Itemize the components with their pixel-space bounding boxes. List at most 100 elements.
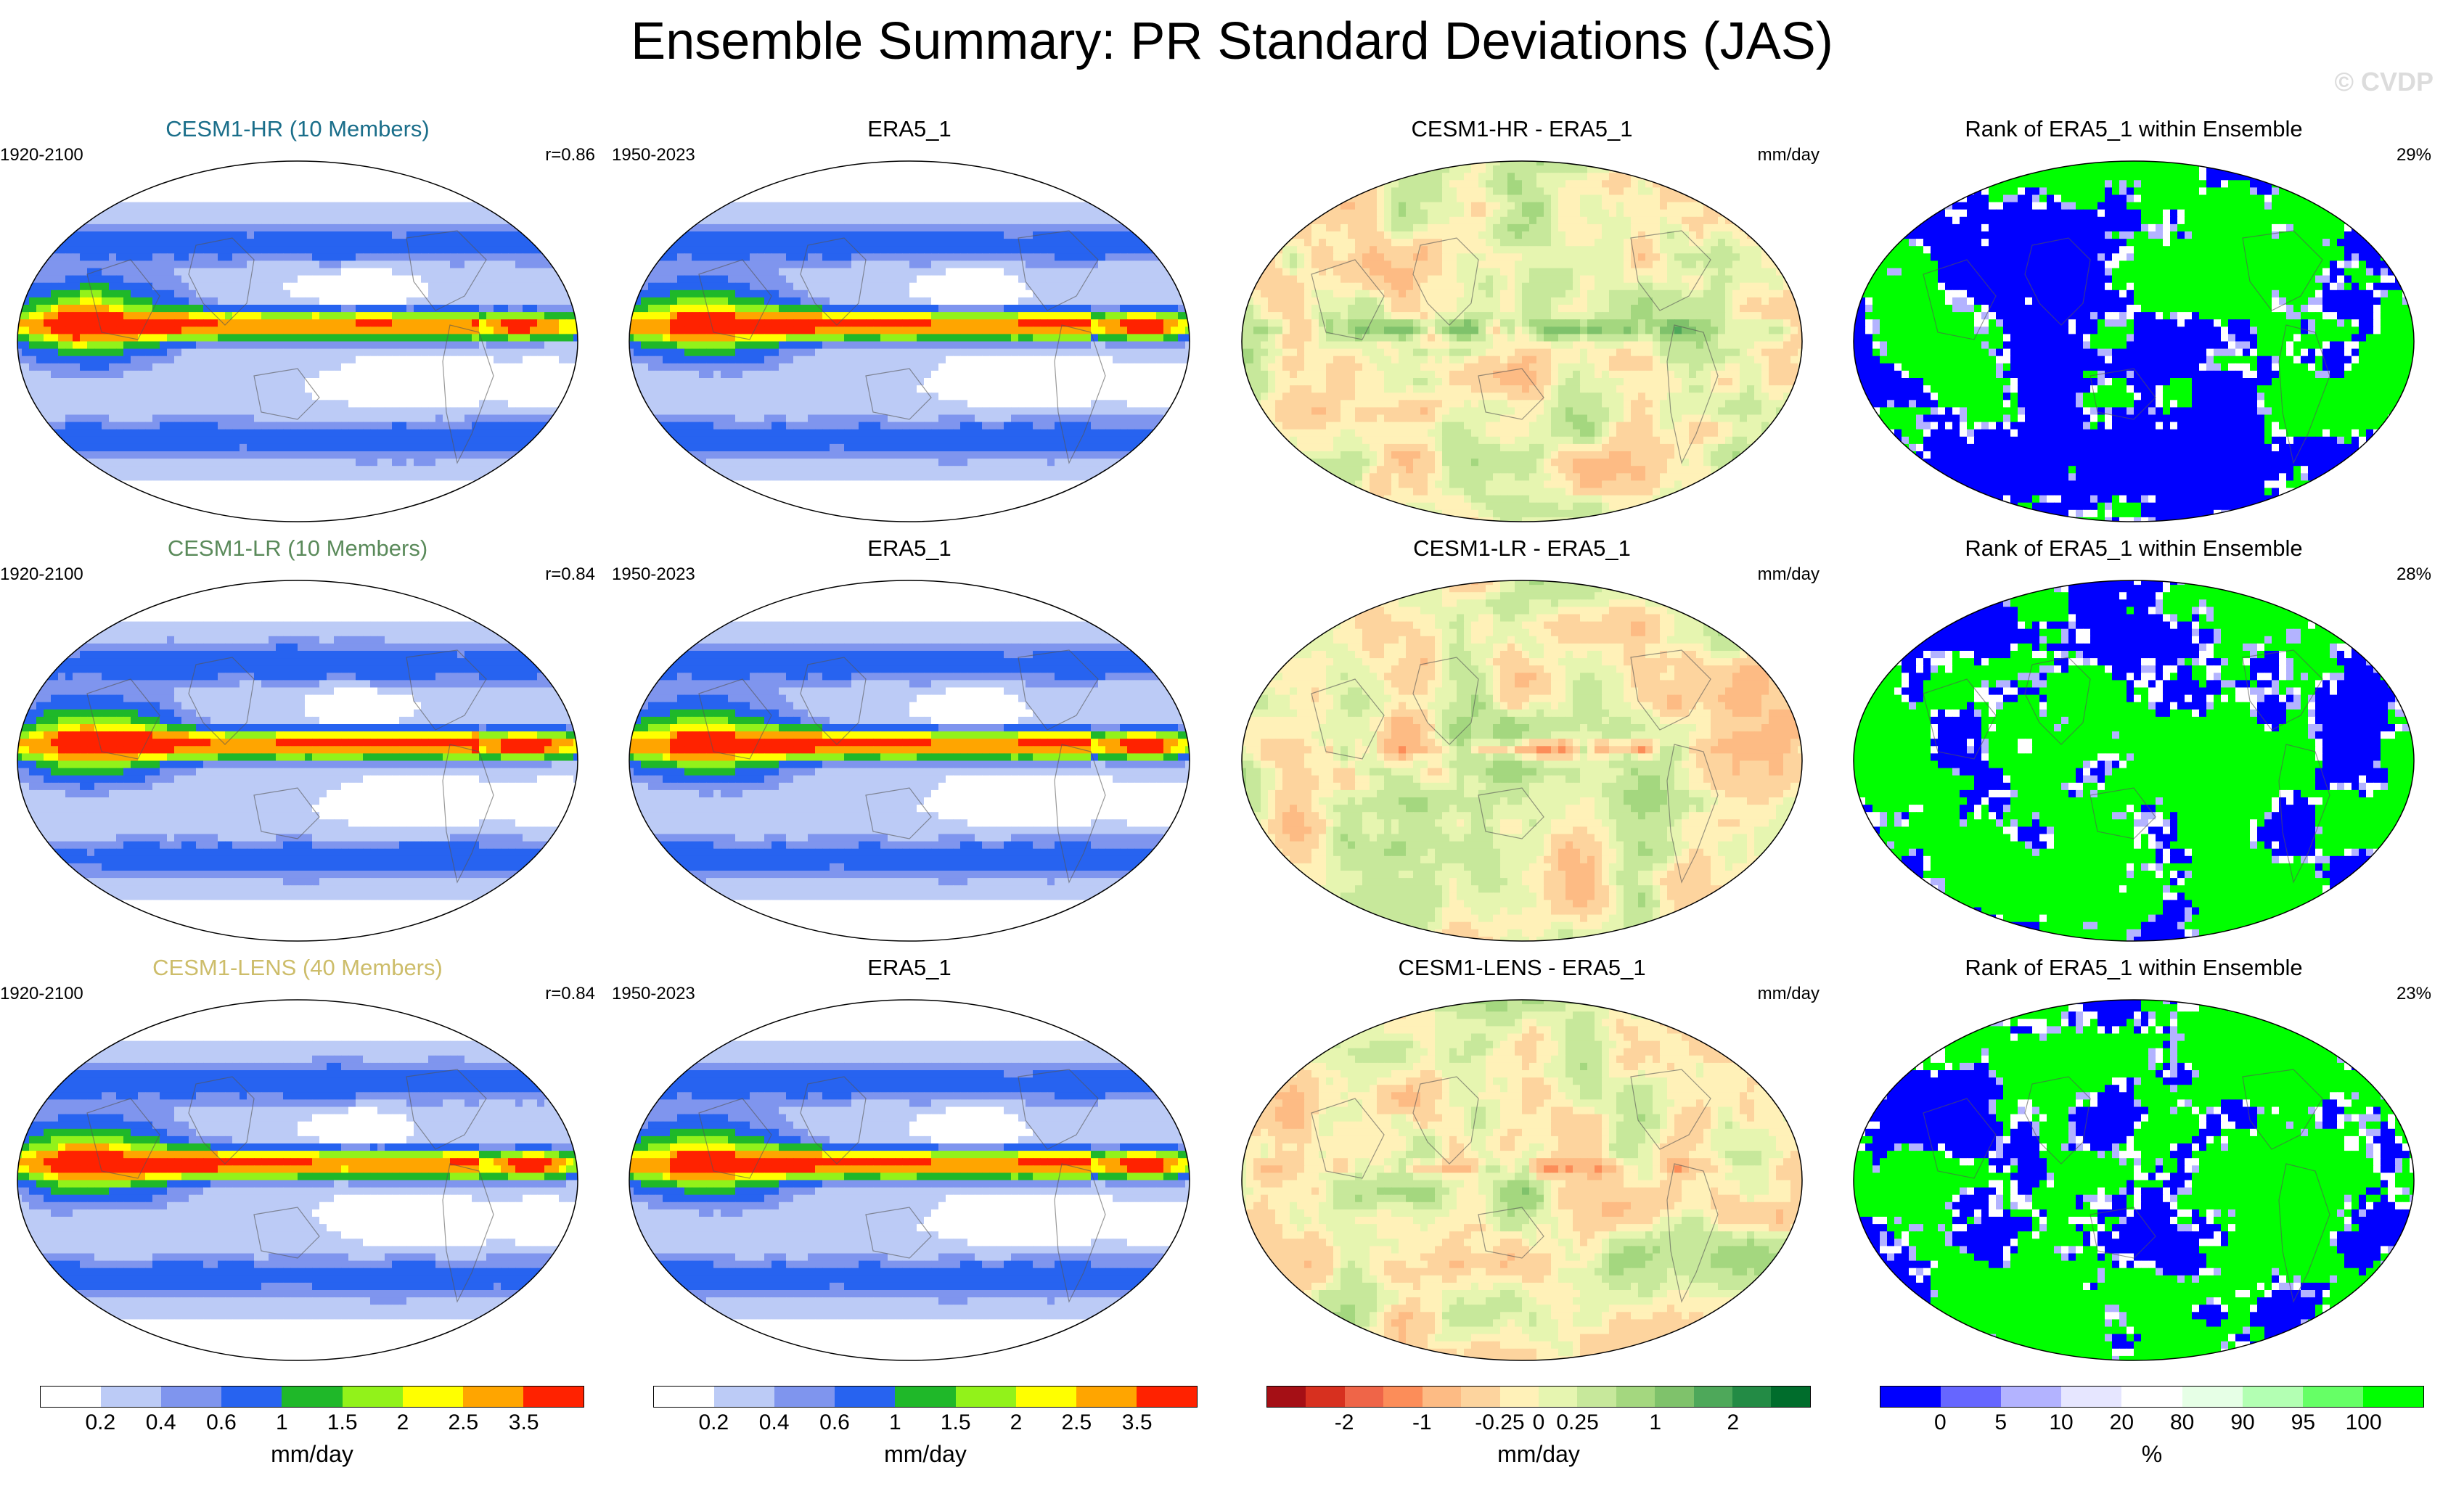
grid-cell (174, 289, 182, 298)
grid-cell (515, 509, 523, 518)
grid-cell (44, 173, 52, 181)
grid-cell (123, 334, 131, 342)
grid-cell (508, 180, 516, 188)
grid-cell (94, 326, 102, 334)
grid-cell (713, 173, 721, 181)
grid-cell (634, 216, 642, 225)
grid-cell (537, 502, 545, 511)
grid-cell (189, 400, 197, 408)
grid-cell (51, 378, 59, 386)
grid-cell (116, 378, 124, 386)
grid-cell (269, 509, 277, 518)
grid-cell (116, 363, 124, 371)
grid-cell (319, 451, 327, 459)
grid-cell (377, 400, 385, 408)
grid-cell (385, 502, 393, 511)
grid-cell (196, 231, 204, 239)
grid-cell (566, 407, 574, 416)
grid-cell (44, 480, 52, 489)
grid-cell (261, 348, 269, 357)
grid-cell (319, 165, 327, 173)
grid-cell (138, 422, 146, 430)
grid-cell (1040, 231, 1048, 239)
grid-cell (742, 246, 750, 254)
grid-cell (138, 400, 146, 408)
grid-cell (298, 202, 306, 210)
grid-cell (1185, 223, 1190, 232)
grid-cell (167, 319, 175, 327)
grid-cell (269, 161, 277, 166)
grid-cell (815, 223, 823, 232)
grid-cell (508, 209, 516, 218)
grid-cell (94, 275, 102, 284)
grid-cell (655, 165, 663, 173)
grid-cell (210, 393, 218, 401)
grid-cell (123, 436, 131, 445)
grid-cell (247, 209, 255, 218)
grid-cell (102, 253, 110, 261)
grid-cell (472, 509, 480, 518)
grid-cell (917, 253, 925, 261)
grid-cell (269, 429, 277, 438)
grid-cell (670, 173, 678, 181)
grid-cell (363, 202, 371, 210)
grid-cell (51, 253, 59, 261)
grid-cell (996, 202, 1004, 210)
grid-cell (80, 194, 88, 203)
grid-cell (537, 422, 545, 430)
grid-cell (152, 363, 160, 371)
grid-cell (247, 260, 255, 269)
grid-cell (276, 509, 284, 518)
grid-cell (58, 223, 66, 232)
grid-cell (80, 202, 88, 210)
grid-cell (356, 305, 364, 313)
grid-cell (51, 268, 59, 276)
grid-cell (472, 451, 480, 459)
grid-cell (29, 161, 37, 166)
grid-cell (160, 443, 168, 452)
grid-cell (261, 268, 269, 276)
grid-cell (123, 451, 131, 459)
grid-cell (464, 502, 472, 511)
grid-cell (254, 400, 262, 408)
grid-cell (677, 187, 685, 196)
grid-cell (1040, 216, 1048, 225)
grid-cell (44, 400, 52, 408)
grid-cell (269, 348, 277, 357)
grid-cell (17, 495, 22, 504)
grid-cell (276, 400, 284, 408)
grid-cell (450, 246, 458, 254)
grid-cell (1134, 165, 1142, 173)
grid-cell (559, 209, 567, 218)
grid-cell (443, 429, 451, 438)
grid-cell (73, 348, 81, 357)
grid-cell (189, 297, 197, 305)
grid-cell (530, 488, 538, 496)
grid-cell (312, 480, 320, 489)
grid-cell (356, 378, 364, 386)
grid-cell (457, 305, 465, 313)
grid-cell (392, 488, 400, 496)
grid-cell (530, 341, 538, 350)
grid-cell (254, 459, 262, 467)
grid-cell (996, 165, 1004, 173)
grid-cell (131, 473, 139, 481)
grid-cell (728, 165, 736, 173)
grid-cell (989, 239, 997, 247)
grid-cell (414, 473, 422, 481)
grid-cell (210, 436, 218, 445)
grid-cell (269, 165, 277, 173)
grid-cell (290, 378, 298, 386)
grid-cell (370, 436, 378, 445)
grid-cell (1163, 202, 1171, 210)
grid-cell (123, 385, 131, 393)
grid-cell (450, 480, 458, 489)
grid-cell (65, 436, 73, 445)
grid-cell (356, 356, 364, 364)
grid-cell (399, 414, 407, 423)
grid-cell (116, 459, 124, 467)
grid-cell (298, 223, 306, 232)
grid-cell (559, 187, 567, 196)
grid-cell (1011, 216, 1019, 225)
grid-cell (218, 312, 226, 320)
